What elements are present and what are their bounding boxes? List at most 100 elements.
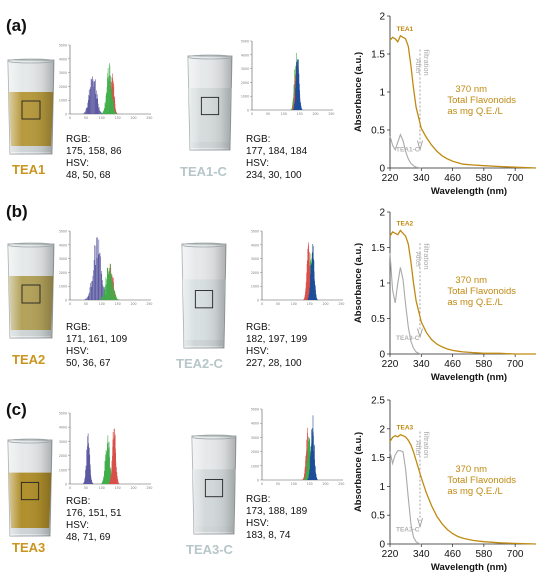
histogram-x-tick-label: 50 — [266, 112, 270, 116]
histogram-bar — [90, 283, 91, 300]
x-tick-label: 220 — [382, 173, 399, 184]
histogram-bar — [96, 246, 97, 300]
histogram-x-tick-label: 0 — [69, 116, 71, 120]
x-tick-label: 700 — [507, 549, 524, 560]
histogram-bar — [99, 254, 100, 300]
histogram-x-tick-label: 250 — [146, 302, 152, 306]
histogram-bar — [97, 237, 98, 300]
histogram-bar — [94, 260, 95, 300]
panel-label: (c) — [6, 400, 27, 420]
histogram-y-tick-label: 4000 — [251, 422, 259, 426]
y-tick-label: 1 — [379, 88, 385, 99]
control-sample-name: TEA2-C — [176, 356, 223, 371]
histogram-x-tick-label: 200 — [130, 486, 136, 490]
glass-shading — [8, 440, 52, 536]
annotation-flavonoid-2: as mg Q.E./L — [447, 106, 502, 117]
histogram-y-tick-label: 0 — [65, 113, 67, 117]
control-glass-image — [180, 242, 228, 352]
annotation-after: After — [414, 252, 423, 268]
histogram-x-tick-label: 250 — [146, 486, 152, 490]
histogram-bar — [88, 294, 89, 300]
histogram-x-tick-label: 50 — [84, 116, 88, 120]
hsv-label: HSV: — [66, 158, 122, 170]
histogram-bar — [95, 265, 96, 300]
histogram-y-tick-label: 4000 — [241, 53, 249, 57]
histogram-y-tick-label: 2000 — [241, 81, 249, 85]
histogram-x-tick-label: 0 — [251, 112, 253, 116]
histogram-bar — [84, 299, 85, 300]
x-tick-label: 340 — [413, 173, 430, 184]
glass-shading — [8, 60, 54, 154]
annotation-filtration: filtration — [422, 49, 431, 75]
histogram-bar — [94, 245, 95, 300]
histogram-bar — [100, 256, 101, 300]
annotation-after: After — [414, 59, 423, 75]
y-tick-label: 1.5 — [371, 453, 385, 464]
histogram-x-tick-label: 250 — [328, 112, 334, 116]
histogram-x-tick-label: 200 — [130, 302, 136, 306]
histogram-x-tick-label: 150 — [297, 112, 303, 116]
histogram-x-tick-label: 150 — [115, 302, 121, 306]
annotation-flavonoid-1: Total Flavonoids — [447, 475, 516, 486]
rgb-label: RGB: — [246, 134, 307, 146]
histogram-y-tick-label: 5000 — [59, 230, 67, 234]
x-axis-label: Wavelength (nm) — [431, 186, 507, 197]
control-color-values: RGB: 173, 188, 189 HSV: 183, 8, 74 — [246, 494, 307, 542]
x-tick-label: 460 — [444, 173, 461, 184]
histogram-x-tick-label: 150 — [115, 116, 121, 120]
hsv-value: 50, 36, 67 — [66, 358, 127, 370]
series-label-control: TEA3-C — [396, 526, 420, 533]
histogram-y-tick-label: 0 — [257, 299, 259, 303]
histogram-y-tick-label: 5000 — [59, 44, 67, 48]
histogram-y-tick-label: 1000 — [251, 464, 259, 468]
histogram-bar — [98, 254, 99, 300]
y-tick-label: 0.5 — [371, 314, 385, 325]
y-axis-label: Absorbance (a.u.) — [353, 52, 364, 132]
histogram-bar — [88, 296, 89, 300]
series-label-tea: TEA3 — [397, 425, 414, 432]
histogram-x-tick-label: 200 — [322, 482, 328, 486]
histogram-x-tick-label: 100 — [281, 112, 287, 116]
histogram-y-tick-label: 3000 — [59, 440, 67, 444]
histogram-y-tick-label: 4000 — [59, 57, 67, 61]
y-tick-label: 0.5 — [371, 511, 385, 522]
x-tick-label: 460 — [444, 549, 461, 560]
histogram-y-tick-label: 0 — [247, 109, 249, 113]
histogram-y-tick-label: 1000 — [241, 95, 249, 99]
histogram-y-tick-label: 3000 — [59, 71, 67, 75]
histogram-x-tick-label: 0 — [69, 302, 71, 306]
hsv-value: 227, 28, 100 — [246, 358, 307, 370]
histogram-bar — [90, 287, 91, 300]
tea-sample-name: TEA1 — [12, 162, 45, 177]
x-tick-label: 700 — [507, 359, 524, 370]
histogram-bar — [85, 299, 86, 300]
histogram-bar — [101, 274, 102, 300]
annotation-flavonoid-0: 370 nm — [455, 275, 487, 286]
x-tick-label: 580 — [476, 173, 493, 184]
histogram-y-tick-label: 2000 — [59, 454, 67, 458]
x-tick-label: 700 — [507, 173, 524, 184]
histogram-bar — [87, 297, 88, 300]
histogram-bar — [96, 238, 97, 300]
histogram-bar — [86, 299, 87, 300]
tea-color-values: RGB: 176, 151, 51 HSV: 48, 71, 69 — [66, 496, 122, 544]
histogram-x-tick-label: 250 — [146, 116, 152, 120]
panel-label: (a) — [6, 16, 27, 36]
x-tick-label: 220 — [382, 549, 399, 560]
histogram-x-tick-label: 100 — [291, 482, 297, 486]
hsv-label: HSV: — [66, 520, 122, 532]
histogram-x-tick-label: 200 — [130, 116, 136, 120]
rgb-value: 173, 188, 189 — [246, 506, 307, 518]
glass-shading — [192, 436, 236, 534]
histogram-y-tick-label: 3000 — [251, 257, 259, 261]
hsv-value: 234, 30, 100 — [246, 170, 307, 182]
tea-sample-name: TEA2 — [12, 352, 45, 367]
annotation-flavonoid-2: as mg Q.E./L — [447, 297, 502, 308]
histogram-bar — [89, 292, 90, 300]
